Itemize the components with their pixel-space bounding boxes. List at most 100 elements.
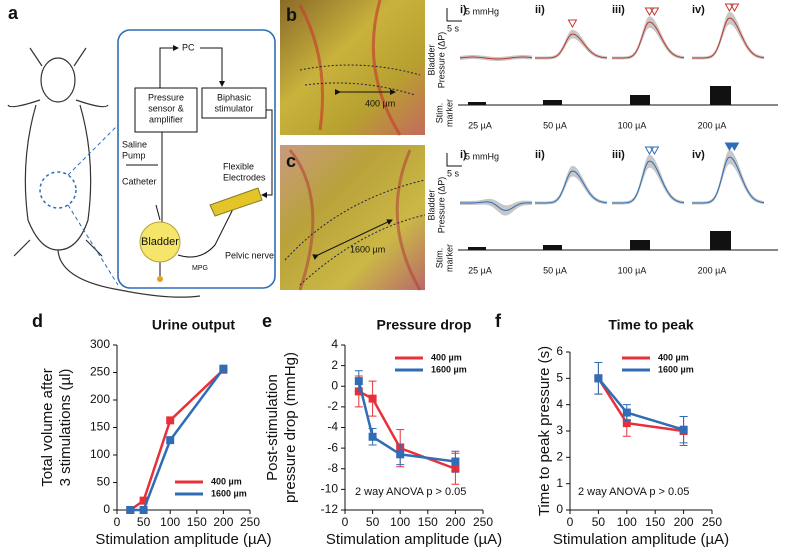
legend-label: 400 µm <box>431 352 462 362</box>
panel-label: c <box>286 151 296 171</box>
scale-bar <box>446 153 462 167</box>
panel-label: e <box>262 311 272 331</box>
trace-band <box>460 55 532 61</box>
amplitude-label: 25 µA <box>468 120 492 130</box>
x-axis-label: Stimulation amplitude (µA) <box>553 531 729 548</box>
panel-label: f <box>495 311 502 331</box>
y-tick-label: 1 <box>556 476 563 490</box>
trace <box>692 156 765 204</box>
y-tick-label: -12 <box>321 502 339 516</box>
y-tick-label: -2 <box>327 399 338 413</box>
trace <box>692 17 765 59</box>
amplitude-label: 25 µA <box>468 265 492 275</box>
trace-band <box>535 29 607 60</box>
diagram-shapes <box>126 45 273 276</box>
y-tick-label: 3 <box>556 423 563 437</box>
scale-label: 5 s <box>447 23 460 33</box>
y-tick-label: 300 <box>90 337 110 351</box>
point <box>622 408 631 417</box>
peak-marker <box>729 142 740 152</box>
y-tick-label: -6 <box>327 440 338 454</box>
photo-b <box>280 0 425 135</box>
trace-ylabel: Bladder <box>426 44 436 75</box>
trace-column-label: ii) <box>535 4 545 16</box>
point <box>368 394 377 403</box>
peak-marker <box>649 146 660 156</box>
trace <box>535 33 608 59</box>
series-line <box>129 368 225 512</box>
trace-band <box>692 150 764 205</box>
y-tick-label: 0 <box>331 378 338 392</box>
diagram-label: Catheter <box>122 176 157 186</box>
x-tick-label: 200 <box>674 515 694 529</box>
y-tick-label: 4 <box>331 337 338 351</box>
x-tick-label: 150 <box>418 515 438 529</box>
trace-column-label: iv) <box>692 4 705 16</box>
y-tick-label: 4 <box>556 397 563 411</box>
trace-ylabel: Pressure (ΔP) <box>436 177 446 234</box>
trace-band <box>612 16 684 60</box>
panel-label: b <box>286 5 297 25</box>
stim-bar <box>468 247 486 250</box>
trace-column-label: iii) <box>612 4 625 16</box>
chart-title: Urine output <box>152 317 236 333</box>
photo-scale-label: 400 µm <box>365 98 395 108</box>
photo-c-vessels <box>288 149 422 291</box>
point <box>396 450 405 459</box>
trace-column-label: i) <box>460 149 467 161</box>
x-tick-label: 50 <box>592 515 606 529</box>
peak-marker <box>724 3 735 13</box>
y-tick-label: 50 <box>97 475 111 489</box>
y-tick-label: 0 <box>556 502 563 516</box>
point <box>594 374 603 383</box>
photo-c-scale <box>312 219 393 260</box>
amplitude-label: 200 µA <box>698 265 727 275</box>
photo-b-nerve <box>299 64 421 96</box>
peak-marker <box>729 3 740 13</box>
diagram-label: Pressure <box>148 92 184 102</box>
trace-band <box>612 154 684 205</box>
series-line <box>130 367 225 512</box>
trace-band <box>535 165 607 205</box>
series-line <box>597 377 684 433</box>
scale-bar <box>446 8 462 22</box>
diagram-label: sensor & <box>148 103 184 113</box>
peak-marker <box>567 19 578 29</box>
marker-label: Stim. <box>434 103 444 124</box>
photo-scale-label: 1600 µm <box>350 244 385 254</box>
x-tick-label: 100 <box>390 515 410 529</box>
photo-b-vessels <box>298 0 402 136</box>
scale-label: 5 mmHg <box>465 6 499 16</box>
legend-label: 1600 µm <box>658 364 694 374</box>
x-tick-label: 50 <box>137 515 151 529</box>
point <box>166 416 175 425</box>
chart-title: Time to peak <box>608 317 694 333</box>
x-tick-label: 0 <box>342 515 349 529</box>
legend-label: 1600 µm <box>431 364 467 374</box>
point <box>354 377 363 386</box>
panel-label: a <box>8 3 19 23</box>
y-axis-label: Time to peak pressure (s) <box>536 346 553 516</box>
x-tick-label: 150 <box>187 515 207 529</box>
point <box>451 457 460 466</box>
point <box>368 432 377 441</box>
amplitude-label: 100 µA <box>618 265 647 275</box>
trace <box>612 21 685 59</box>
trace <box>535 170 608 204</box>
y-tick-label: 6 <box>556 344 563 358</box>
point <box>166 436 175 445</box>
trace <box>459 56 533 60</box>
diagram-label: Flexible <box>223 161 254 171</box>
focus-circle <box>39 171 77 209</box>
x-tick-label: 50 <box>366 515 380 529</box>
stim-bar <box>543 245 562 250</box>
stim-bar <box>468 102 486 105</box>
stim-bar <box>710 86 731 105</box>
y-axis-label: pressure drop (mmHg) <box>282 352 299 503</box>
scale-label: 5 mmHg <box>465 151 499 161</box>
legend-label: 400 µm <box>211 476 242 486</box>
point <box>126 506 135 514</box>
point <box>622 419 631 428</box>
trace-column-label: i) <box>460 4 467 16</box>
